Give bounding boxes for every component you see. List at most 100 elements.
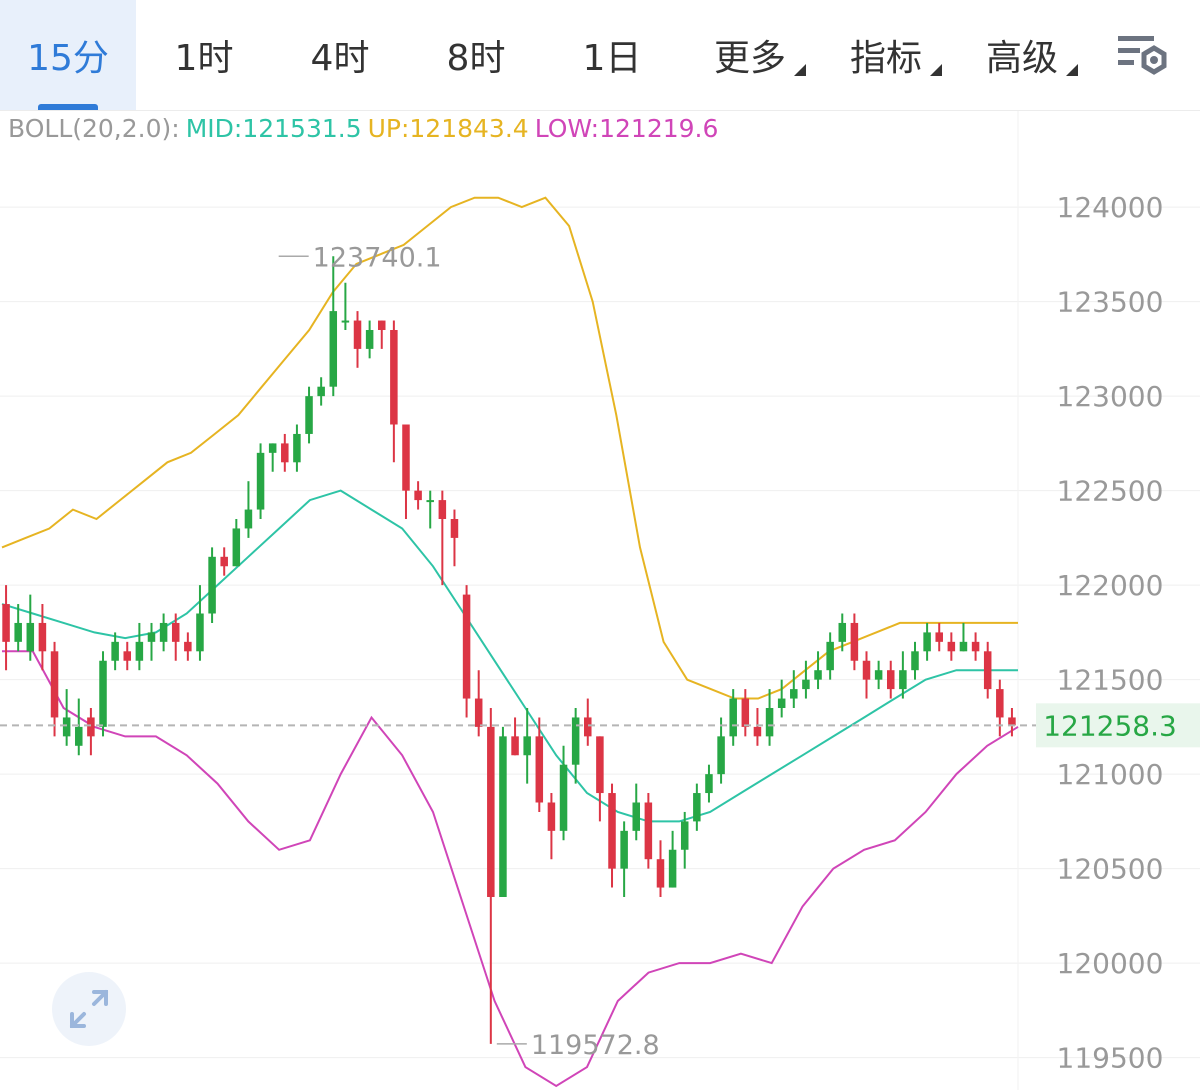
- candle-body: [947, 641, 956, 652]
- tab-label: 指标: [849, 38, 922, 79]
- current-price-label: 121258.3: [1043, 709, 1177, 742]
- candle-body: [26, 622, 35, 652]
- boll-mid-line: [1, 489, 1018, 823]
- boll-indicator-readout: BOLL(20,2.0): MID:121531.5 UP:121843.4 LOW:…: [8, 114, 724, 143]
- y-tick-label: 122500: [1057, 475, 1164, 508]
- tab-label: 8时: [446, 38, 506, 79]
- candle-body: [329, 311, 338, 387]
- candle-body: [390, 330, 398, 425]
- candle-body: [959, 641, 968, 652]
- candle-body: [2, 604, 10, 642]
- candle-body: [293, 433, 301, 463]
- candle-body: [656, 859, 665, 888]
- candle-body: [777, 698, 786, 708]
- tab-label: 1时: [174, 38, 234, 79]
- y-tick-label: 124000: [1057, 191, 1164, 224]
- candlestick-chart[interactable]: 124000 123500 123000 122500 122000 121500 1210…: [0, 111, 1200, 1090]
- candle-body: [341, 320, 350, 323]
- tab-15min[interactable]: 15分: [0, 0, 136, 110]
- candle-body: [99, 660, 107, 727]
- candle-body: [426, 500, 434, 503]
- candle-body: [668, 849, 677, 888]
- candle-body: [620, 830, 628, 869]
- y-tick-label: 121500: [1057, 664, 1164, 697]
- candle-body: [462, 594, 471, 699]
- candle-body: [50, 651, 59, 718]
- candle-body: [75, 726, 83, 746]
- candle-body: [123, 651, 132, 661]
- candle-body: [523, 736, 531, 756]
- boll-mid-value: MID:121531.5: [185, 114, 362, 143]
- candle-body: [474, 698, 483, 727]
- candle-body: [450, 519, 459, 538]
- tab-1h[interactable]: 1时: [136, 0, 272, 110]
- candle-body: [184, 641, 192, 652]
- candle-body: [414, 490, 422, 501]
- candle-body: [826, 641, 834, 671]
- candle-body: [584, 717, 592, 737]
- current-price-tag: [1036, 703, 1200, 748]
- candle-body: [111, 641, 119, 661]
- candle-body: [923, 632, 931, 652]
- tab-advanced-dropdown[interactable]: 高级: [962, 0, 1082, 110]
- boll-low-value: LOW:121219.6: [534, 114, 719, 143]
- candle-body: [1008, 717, 1016, 726]
- tab-1d[interactable]: 1日: [544, 0, 680, 110]
- candle-body: [608, 793, 616, 869]
- candle-body: [365, 330, 374, 349]
- candle-body: [377, 320, 386, 330]
- candle-body: [911, 651, 919, 671]
- tab-label: 4时: [310, 38, 370, 79]
- chart-settings-icon[interactable]: [1112, 30, 1172, 80]
- candle-body: [171, 622, 180, 642]
- candle-body: [935, 632, 943, 642]
- y-tick-label: 121000: [1057, 758, 1164, 791]
- candle-body: [220, 556, 228, 567]
- tab-label: 1日: [582, 38, 642, 79]
- candle-body: [87, 717, 95, 737]
- y-tick-label: 120000: [1057, 947, 1164, 980]
- candle-body: [862, 660, 871, 680]
- tab-4h[interactable]: 4时: [272, 0, 408, 110]
- candle-body: [62, 717, 71, 737]
- active-tab-indicator: [38, 104, 98, 110]
- y-tick-label: 123500: [1057, 286, 1164, 319]
- candle-body: [438, 500, 447, 519]
- candle-body: [317, 386, 325, 397]
- timeframe-tabbar: 15分 1时 4时 8时 1日 更多 指标 高级: [0, 0, 1200, 111]
- candle-body: [899, 670, 907, 690]
- candle-body: [244, 509, 253, 529]
- candle-body: [765, 708, 774, 737]
- candle-body: [256, 452, 265, 510]
- candle-body: [741, 698, 750, 727]
- y-tick-label: 119500: [1057, 1042, 1164, 1075]
- candle-body: [571, 717, 580, 765]
- dropdown-caret-icon: [1066, 64, 1078, 76]
- candle-body: [305, 396, 313, 434]
- candle-body: [281, 443, 289, 463]
- tab-label: 高级: [985, 38, 1058, 79]
- tab-8h[interactable]: 8时: [408, 0, 544, 110]
- candle-body: [996, 689, 1004, 718]
- y-tick-label: 123000: [1057, 380, 1164, 413]
- y-tick-label: 120500: [1057, 853, 1164, 886]
- low-price-label: 119572.8: [531, 1030, 660, 1061]
- candle-body: [632, 802, 641, 831]
- tab-label: 15分: [27, 38, 109, 79]
- candle-body: [196, 613, 204, 652]
- boll-upper-line: [1, 196, 1018, 700]
- candle-body: [886, 670, 895, 690]
- candle-body: [753, 726, 762, 737]
- expand-arrows-icon[interactable]: [52, 972, 126, 1046]
- y-tick-label: 122000: [1057, 569, 1164, 602]
- candle-body: [499, 736, 507, 897]
- candle-body: [232, 528, 241, 567]
- boll-name: BOLL(20,2.0):: [8, 114, 180, 143]
- dropdown-caret-icon: [930, 64, 942, 76]
- candle-body: [983, 651, 992, 690]
- tab-more-dropdown[interactable]: 更多: [690, 0, 810, 110]
- candle-body: [705, 774, 713, 794]
- candle-body: [729, 698, 737, 737]
- candle-body: [402, 424, 410, 491]
- tab-indicators-dropdown[interactable]: 指标: [826, 0, 946, 110]
